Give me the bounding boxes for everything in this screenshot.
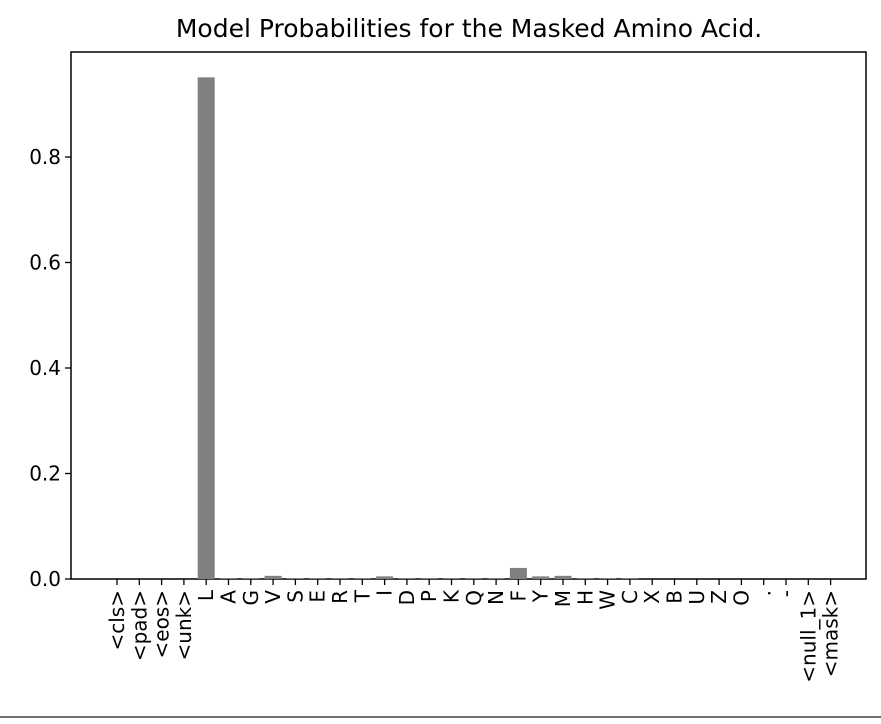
- x-tick-label: E: [306, 590, 330, 603]
- bar-Y: [532, 576, 550, 579]
- bar-W: [599, 578, 617, 579]
- bar-K: [443, 578, 460, 579]
- x-tick-label: X: [640, 590, 664, 604]
- bar-S: [286, 578, 304, 579]
- bar-C: [621, 578, 639, 579]
- x-tick-label: L: [194, 589, 218, 601]
- x-tick-label: H: [573, 590, 597, 605]
- x-tick-label: R: [328, 590, 352, 604]
- x-tick-label: W: [596, 590, 620, 610]
- bar-V: [264, 575, 282, 579]
- x-tick-label: C: [618, 590, 642, 604]
- bar-E: [309, 578, 327, 579]
- y-tick-label: 0.2: [29, 462, 61, 486]
- x-tick-label: F: [506, 590, 530, 602]
- x-tick-label: Z: [707, 590, 731, 604]
- x-axis: <cls><pad><eos><unk>LAGVSERTIDPKQNFYMHWC…: [105, 579, 843, 683]
- y-tick-label: 0.0: [29, 567, 61, 591]
- x-tick-label: D: [395, 590, 419, 605]
- x-tick-label: .: [752, 590, 776, 596]
- x-tick-label: V: [261, 590, 285, 604]
- bar-P: [420, 578, 438, 579]
- x-tick-label: Q: [462, 590, 486, 606]
- bar-R: [331, 578, 349, 579]
- x-tick-label: <null_1>: [796, 590, 820, 683]
- bar-G: [242, 578, 260, 579]
- plot-area-frame: [70, 51, 867, 580]
- bar-Q: [465, 578, 483, 579]
- bar-M: [554, 575, 572, 579]
- bar-H: [576, 578, 594, 579]
- x-tick-label: <pad>: [127, 590, 151, 661]
- y-tick-label: 0.6: [29, 251, 61, 275]
- x-tick-label: O: [729, 590, 753, 606]
- x-tick-label: -: [774, 590, 798, 597]
- x-tick-label: <eos>: [150, 590, 174, 658]
- y-tick-label: 0.8: [29, 145, 61, 169]
- y-axis: 0.0 0.2 0.4 0.6 0.8: [29, 145, 71, 591]
- bar-D: [398, 578, 416, 579]
- x-tick-label: <mask>: [819, 590, 843, 677]
- bar-N: [487, 578, 505, 579]
- bar-T: [353, 578, 371, 579]
- x-tick-label: U: [685, 590, 709, 605]
- x-tick-label: P: [417, 590, 441, 602]
- x-tick-label: <cls>: [105, 590, 129, 651]
- x-tick-label: B: [663, 590, 687, 604]
- x-tick-label: M: [551, 590, 575, 607]
- bar-I: [376, 576, 394, 579]
- bars-layer: [197, 77, 639, 579]
- x-tick-label: Y: [529, 589, 553, 603]
- x-tick-label: G: [239, 590, 263, 606]
- bar-F: [509, 567, 527, 579]
- x-tick-label: N: [484, 590, 508, 605]
- y-tick-label: 0.4: [29, 356, 61, 380]
- x-tick-label: A: [217, 590, 241, 604]
- x-tick-label: <unk>: [172, 590, 196, 660]
- bottom-divider: [0, 716, 881, 718]
- chart-title: Model Probabilities for the Masked Amino…: [176, 14, 762, 43]
- x-tick-label: T: [350, 589, 374, 603]
- bar-L: [197, 77, 215, 579]
- x-tick-label: K: [440, 589, 464, 603]
- x-tick-label: I: [373, 590, 397, 596]
- x-tick-label: S: [283, 590, 307, 603]
- bar-A: [220, 578, 237, 579]
